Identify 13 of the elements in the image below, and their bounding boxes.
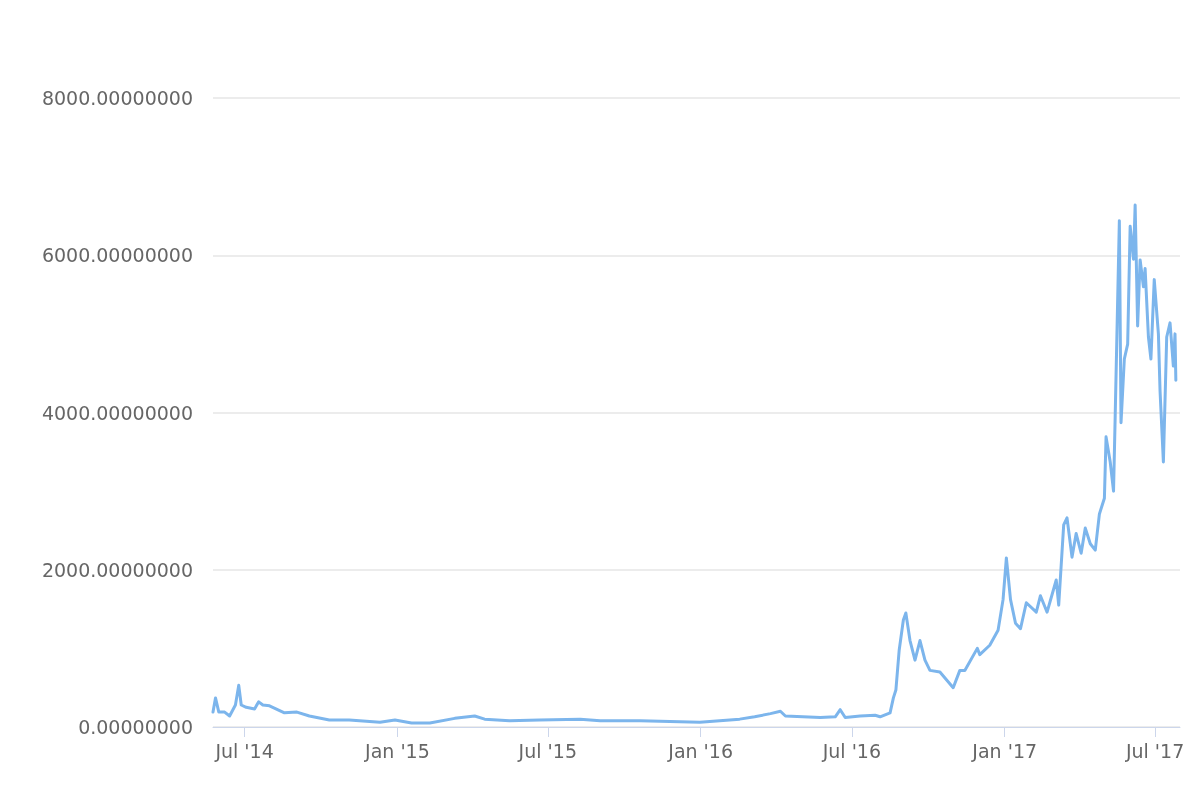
x-tick-label: Jan '16	[667, 739, 734, 762]
x-tick-label: Jul '14	[214, 739, 274, 762]
y-tick-label: 6000.00000000	[41, 244, 193, 267]
line-series	[211, 203, 1178, 725]
x-tick-label: Jan '17	[971, 739, 1038, 762]
x-tick-label: Jul '15	[517, 739, 577, 762]
y-tick-label: 8000.00000000	[41, 87, 193, 109]
y-tick-label: 4000.00000000	[41, 401, 193, 424]
x-tick-label: Jul '16	[821, 739, 882, 762]
y-tick-label: 0.00000000	[78, 716, 193, 738]
x-tick-label: Jul '17	[1124, 739, 1185, 762]
y-tick-label: 2000.00000000	[41, 558, 193, 581]
x-tick-label: Jan '15	[364, 739, 430, 762]
